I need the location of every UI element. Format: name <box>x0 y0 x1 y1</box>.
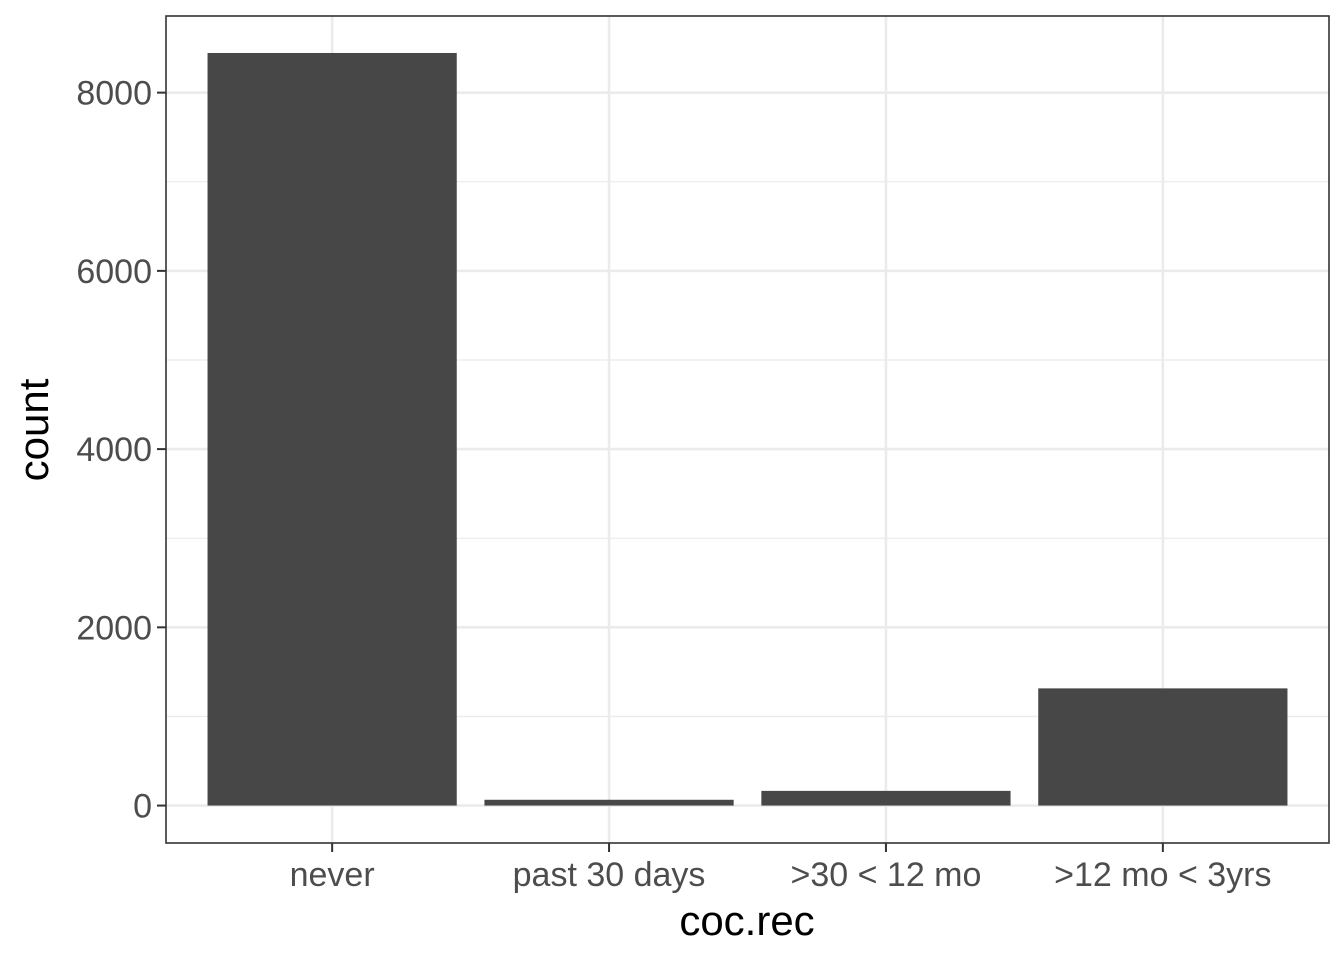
y-axis-title: count <box>10 378 57 481</box>
x-tick-label: >12 mo < 3yrs <box>1054 856 1271 894</box>
y-tick-label: 8000 <box>76 75 152 113</box>
bar <box>761 790 1011 806</box>
y-tick-label: 4000 <box>76 431 152 469</box>
y-tick-label: 6000 <box>76 253 152 291</box>
x-tick-label: never <box>290 856 375 894</box>
x-axis-title: coc.rec <box>679 897 814 944</box>
bars <box>207 52 1288 806</box>
x-tick-label: >30 < 12 mo <box>790 856 981 894</box>
bar <box>1038 688 1288 806</box>
x-tick-label: past 30 days <box>513 856 706 894</box>
panel-border <box>165 15 1330 844</box>
y-tick-label: 2000 <box>76 609 152 647</box>
x-tick-labels: never past 30 days >30 < 12 mo >12 mo < 3yr… <box>290 856 1272 894</box>
bar <box>484 799 734 806</box>
y-tick-label: 0 <box>133 788 152 826</box>
bar <box>207 52 457 806</box>
y-tick-labels: 0 2000 4000 6000 8000 <box>76 75 152 826</box>
axis-ticks <box>157 91 1164 852</box>
